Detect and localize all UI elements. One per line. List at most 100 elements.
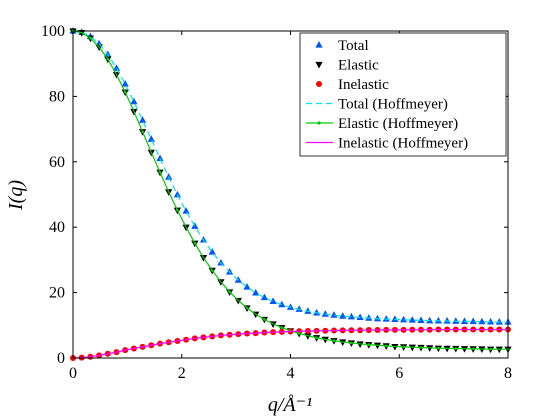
data-point	[252, 288, 260, 296]
data-point	[426, 316, 434, 324]
series-total-hoffmeyer-	[72, 30, 508, 323]
line-dot	[280, 326, 284, 329]
data-point	[321, 310, 329, 317]
line-dot	[210, 268, 214, 272]
series-inelastic-hoffmeyer-	[72, 328, 508, 359]
x-tick-label: 4	[287, 365, 295, 382]
data-point	[339, 339, 347, 346]
data-point	[304, 307, 312, 314]
legend-entry: Total	[315, 38, 369, 54]
line-dot	[471, 347, 475, 351]
line-dot	[297, 332, 301, 335]
legend-entry: Elastic	[315, 58, 379, 74]
line-dot	[141, 130, 145, 134]
data-point	[495, 346, 503, 354]
line-dot	[263, 318, 266, 321]
line-dot	[123, 90, 127, 94]
series-line	[72, 30, 508, 350]
data-point	[478, 346, 486, 354]
x-tick-label: 8	[504, 365, 512, 382]
y-axis-label: I(q)	[5, 180, 27, 211]
data-point	[112, 64, 121, 71]
line-dot	[158, 170, 162, 174]
legend-entry: Elastic (Hoffmeyer)	[306, 116, 458, 132]
data-point	[434, 316, 442, 324]
line-dot	[228, 290, 232, 294]
data-point	[426, 345, 434, 352]
data-point	[452, 317, 460, 324]
data-point	[408, 316, 416, 323]
line-dot	[402, 345, 405, 349]
data-point	[182, 207, 190, 214]
legend-entry: Total (Hoffmeyer)	[306, 97, 448, 113]
data-point	[365, 314, 373, 321]
line-dot	[454, 347, 458, 350]
line-dot	[89, 36, 92, 40]
data-point	[139, 116, 147, 123]
data-point	[330, 311, 338, 318]
line-dot	[437, 346, 440, 350]
legend-label: Elastic	[338, 58, 379, 74]
y-tick-label: 60	[49, 154, 65, 171]
data-point	[130, 97, 138, 105]
data-point	[443, 317, 451, 324]
series-elastic-hoffmeyer-	[71, 29, 510, 351]
line-dot	[106, 57, 110, 61]
data-point	[400, 315, 408, 323]
legend-dot	[317, 121, 321, 125]
legend-box	[299, 32, 507, 157]
data-point	[373, 314, 382, 322]
line-dot	[350, 341, 353, 345]
legend-marker	[316, 81, 322, 87]
data-point	[356, 313, 364, 321]
data-point	[408, 344, 416, 352]
x-axis-label: q/Å⁻¹	[268, 394, 312, 416]
y-tick-label: 0	[57, 350, 65, 367]
data-point	[121, 79, 129, 87]
data-point	[391, 343, 399, 351]
data-point	[295, 305, 303, 312]
legend-entry: Inelastic	[316, 77, 389, 93]
data-point	[173, 190, 181, 198]
line-dot	[367, 343, 371, 346]
line-dot	[315, 336, 318, 340]
data-point	[208, 248, 216, 255]
data-point	[391, 315, 399, 323]
data-point	[495, 318, 503, 325]
line-dot	[176, 208, 179, 212]
legend-label: Inelastic (Hoffmeyer)	[338, 136, 468, 152]
line-dot	[245, 306, 249, 310]
x-tick-label: 6	[395, 365, 403, 382]
legend-marker	[315, 41, 323, 48]
data-point	[478, 317, 486, 325]
legend-label: Elastic (Hoffmeyer)	[338, 116, 458, 132]
data-point	[243, 283, 251, 290]
data-point	[156, 154, 164, 162]
y-tick-label: 100	[41, 23, 65, 40]
data-point	[382, 315, 390, 322]
line-dot	[332, 339, 336, 343]
line-dot	[489, 347, 492, 351]
line-dot	[384, 344, 388, 348]
data-point	[373, 342, 382, 350]
y-tick-label: 80	[49, 88, 65, 105]
data-point	[460, 317, 469, 324]
legend-entry: Inelastic (Hoffmeyer)	[306, 136, 468, 152]
data-point	[487, 317, 495, 325]
data-point	[347, 312, 355, 320]
y-tick-label: 20	[49, 285, 65, 302]
legend: Total Elastic Inelastic Total (Hoffmeyer) El…	[299, 32, 507, 157]
legend-marker	[315, 61, 323, 69]
data-point	[269, 297, 277, 305]
data-point	[443, 345, 451, 353]
data-point	[417, 316, 425, 323]
line-dot	[419, 346, 423, 349]
data-point	[356, 341, 364, 348]
y-tick-label: 40	[49, 219, 65, 236]
data-point	[278, 300, 286, 308]
x-tick-label: 0	[69, 365, 77, 382]
data-point	[286, 303, 295, 310]
legend-label: Total	[338, 38, 369, 54]
